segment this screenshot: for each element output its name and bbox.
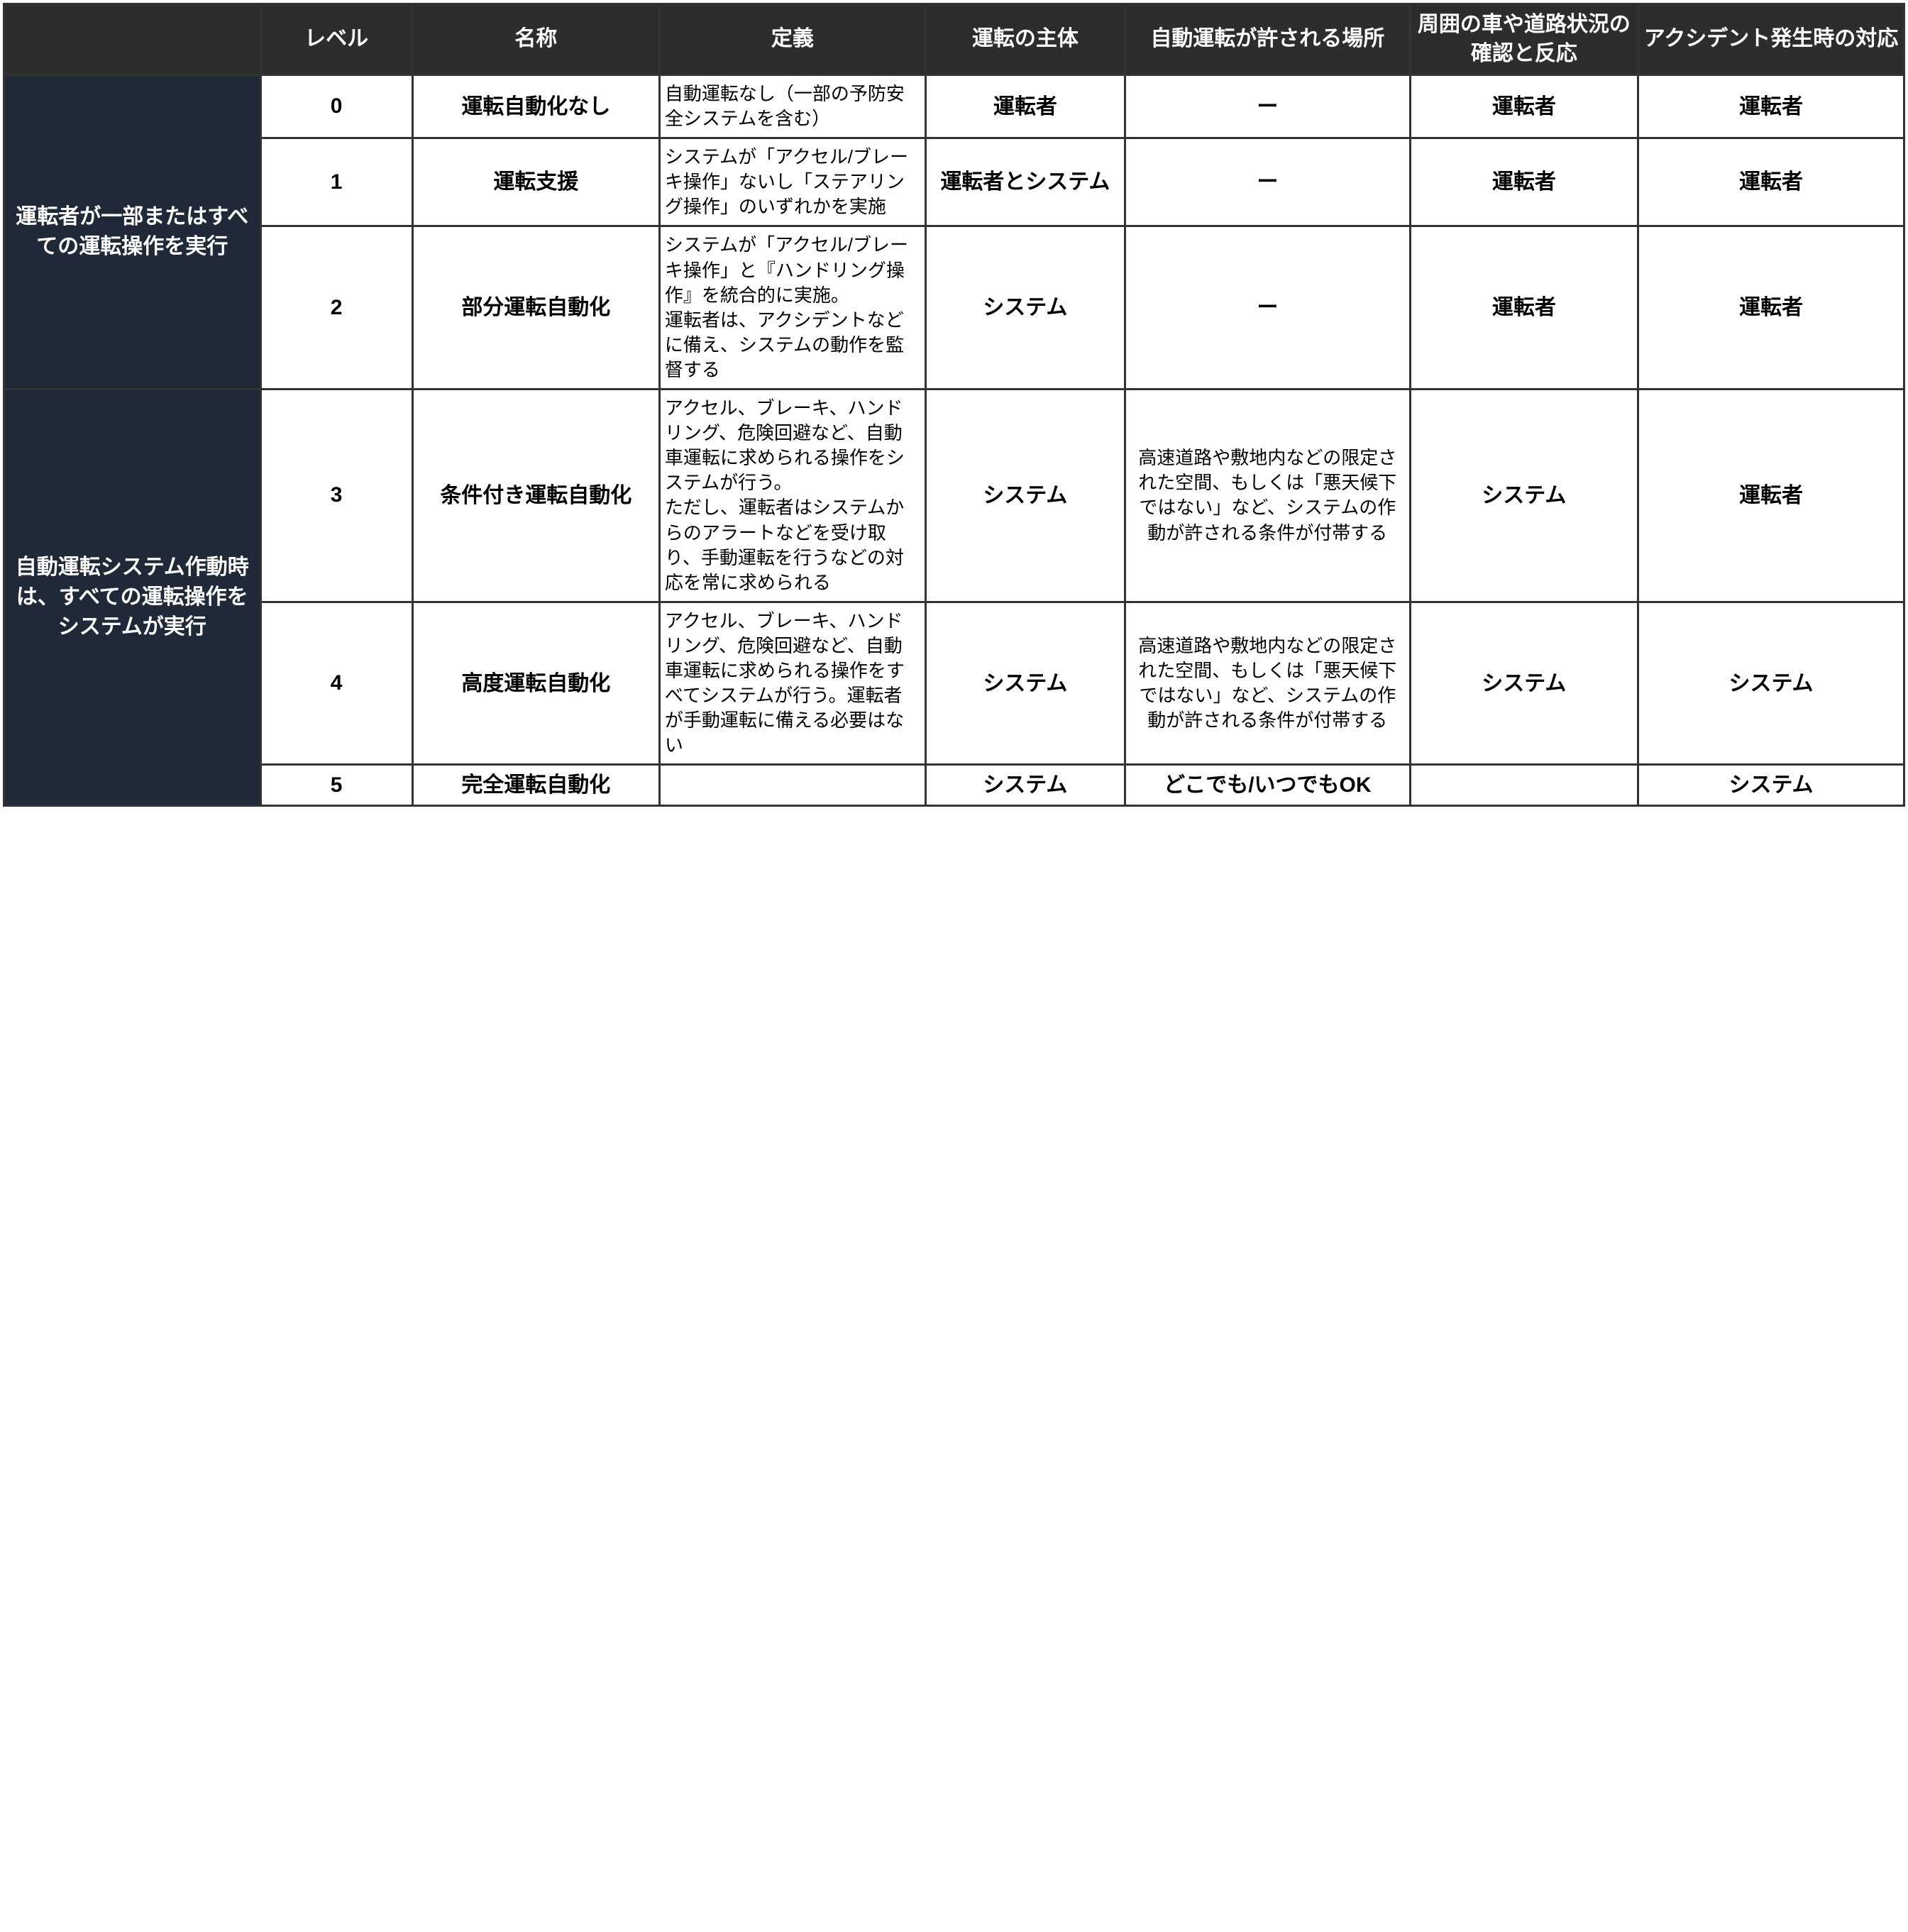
table-row: 運転者が一部またはすべての運転操作を実行 0 運転自動化なし 自動運転なし（一部… bbox=[4, 75, 1904, 138]
cell-accident: 運転者 bbox=[1638, 390, 1904, 602]
cell-def: システムが「アクセル/ブレーキ操作」と『ハンドリング操作』を統合的に実施。運転者… bbox=[659, 226, 925, 390]
cell-name: 部分運転自動化 bbox=[412, 226, 659, 390]
cell-level: 2 bbox=[260, 226, 412, 390]
header-accident: アクシデント発生時の対応 bbox=[1638, 4, 1904, 75]
cell-subject: 運転者 bbox=[925, 75, 1125, 138]
group-header-driver: 運転者が一部またはすべての運転操作を実行 bbox=[4, 75, 261, 390]
header-level: レベル bbox=[260, 4, 412, 75]
cell-place: ー bbox=[1125, 226, 1410, 390]
cell-subject: システム bbox=[925, 765, 1125, 806]
cell-subject: 運転者とシステム bbox=[925, 138, 1125, 226]
header-monitor: 周囲の車や道路状況の確認と反応 bbox=[1410, 4, 1638, 75]
table-row: 2 部分運転自動化 システムが「アクセル/ブレーキ操作」と『ハンドリング操作』を… bbox=[4, 226, 1904, 390]
cell-accident: システム bbox=[1638, 602, 1904, 765]
cell-monitor: システム bbox=[1410, 390, 1638, 602]
cell-name: 高度運転自動化 bbox=[412, 602, 659, 765]
table-row: 4 高度運転自動化 アクセル、ブレーキ、ハンドリング、危険回避など、自動車運転に… bbox=[4, 602, 1904, 765]
cell-monitor: 運転者 bbox=[1410, 75, 1638, 138]
cell-monitor: 運転者 bbox=[1410, 226, 1638, 390]
cell-monitor: システム bbox=[1410, 602, 1638, 765]
cell-level: 4 bbox=[260, 602, 412, 765]
header-blank bbox=[4, 4, 261, 75]
cell-level: 1 bbox=[260, 138, 412, 226]
cell-accident: 運転者 bbox=[1638, 75, 1904, 138]
cell-subject: システム bbox=[925, 390, 1125, 602]
cell-place: ー bbox=[1125, 138, 1410, 226]
cell-monitor: 運転者 bbox=[1410, 138, 1638, 226]
cell-accident: 運転者 bbox=[1638, 138, 1904, 226]
cell-level: 0 bbox=[260, 75, 412, 138]
cell-def: アクセル、ブレーキ、ハンドリング、危険回避など、自動車運転に求められる操作をすべ… bbox=[659, 602, 925, 765]
cell-monitor bbox=[1410, 765, 1638, 806]
header-def: 定義 bbox=[659, 4, 925, 75]
header-subject: 運転の主体 bbox=[925, 4, 1125, 75]
cell-place: ー bbox=[1125, 75, 1410, 138]
table-row: 1 運転支援 システムが「アクセル/ブレーキ操作」ないし「ステアリング操作」のい… bbox=[4, 138, 1904, 226]
cell-name: 運転自動化なし bbox=[412, 75, 659, 138]
cell-def bbox=[659, 765, 925, 806]
cell-def: 自動運転なし（一部の予防安全システムを含む） bbox=[659, 75, 925, 138]
cell-level: 3 bbox=[260, 390, 412, 602]
cell-subject: システム bbox=[925, 226, 1125, 390]
cell-name: 条件付き運転自動化 bbox=[412, 390, 659, 602]
cell-level: 5 bbox=[260, 765, 412, 806]
cell-def: アクセル、ブレーキ、ハンドリング、危険回避など、自動車運転に求められる操作をシス… bbox=[659, 390, 925, 602]
cell-def: システムが「アクセル/ブレーキ操作」ないし「ステアリング操作」のいずれかを実施 bbox=[659, 138, 925, 226]
cell-accident: 運転者 bbox=[1638, 226, 1904, 390]
cell-name: 完全運転自動化 bbox=[412, 765, 659, 806]
cell-subject: システム bbox=[925, 602, 1125, 765]
group-header-system: 自動運転システム作動時は、すべての運転操作をシステムが実行 bbox=[4, 390, 261, 806]
table-header-row: レベル 名称 定義 運転の主体 自動運転が許される場所 周囲の車や道路状況の確認… bbox=[4, 4, 1904, 75]
autonomous-driving-levels-table: レベル 名称 定義 運転の主体 自動運転が許される場所 周囲の車や道路状況の確認… bbox=[3, 3, 1905, 807]
cell-place: どこでも/いつでもOK bbox=[1125, 765, 1410, 806]
cell-place: 高速道路や敷地内などの限定された空間、もしくは「悪天候下ではない」など、システム… bbox=[1125, 602, 1410, 765]
header-place: 自動運転が許される場所 bbox=[1125, 4, 1410, 75]
cell-place: 高速道路や敷地内などの限定された空間、もしくは「悪天候下ではない」など、システム… bbox=[1125, 390, 1410, 602]
header-name: 名称 bbox=[412, 4, 659, 75]
cell-accident: システム bbox=[1638, 765, 1904, 806]
cell-name: 運転支援 bbox=[412, 138, 659, 226]
table-row: 5 完全運転自動化 システム どこでも/いつでもOK システム bbox=[4, 765, 1904, 806]
table-row: 自動運転システム作動時は、すべての運転操作をシステムが実行 3 条件付き運転自動… bbox=[4, 390, 1904, 602]
